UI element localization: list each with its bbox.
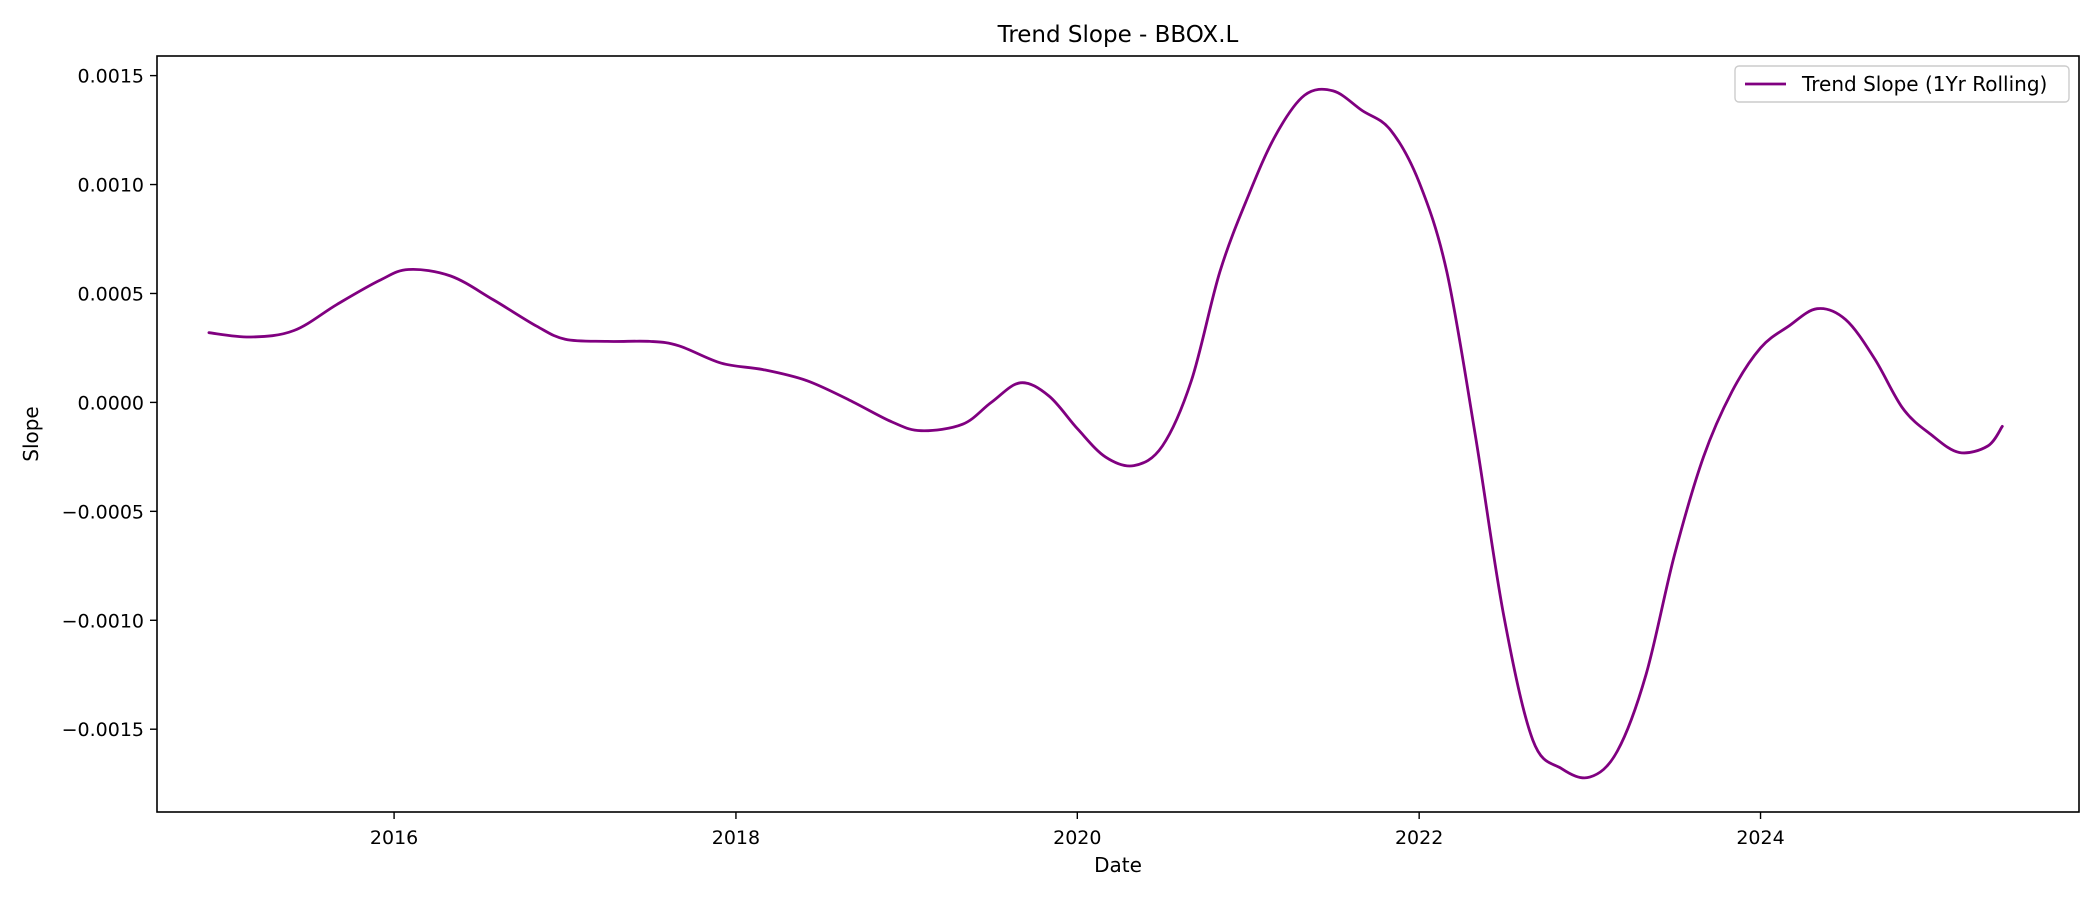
y-tick-label: 0.0010	[78, 175, 144, 197]
y-tick-label: −0.0015	[62, 719, 144, 741]
y-tick-label: −0.0010	[62, 610, 144, 632]
x-tick-label: 2024	[1736, 827, 1784, 849]
y-axis-ticks: 0.0015 0.0010 0.0005 0.0000 −0.0005 −0.0010 −0…	[62, 66, 157, 741]
y-tick-label: −0.0005	[62, 501, 144, 523]
series-line-trend-slope	[207, 87, 2004, 780]
legend-box	[1734, 65, 2070, 103]
legend-entry-label: Trend Slope (1Yr Rolling)	[1801, 72, 2047, 96]
x-axis-ticks: 2016 2018 2020 2022 2024	[370, 812, 1785, 849]
x-tick-label: 2018	[712, 827, 760, 849]
x-axis-label: Date	[1094, 853, 1142, 877]
x-tick-label: 2022	[1395, 827, 1443, 849]
x-tick-label: 2016	[370, 827, 418, 849]
y-tick-label: 0.0015	[78, 66, 144, 88]
legend: Trend Slope (1Yr Rolling)	[1734, 65, 2070, 103]
y-axis-label: Slope	[19, 406, 43, 462]
chart-title: Trend Slope - BBOX.L	[997, 22, 1239, 48]
y-tick-label: 0.0000	[78, 392, 144, 414]
y-tick-label: 0.0005	[78, 283, 144, 305]
plot-area	[156, 55, 2080, 813]
plot-frame	[156, 55, 2080, 813]
x-tick-label: 2020	[1053, 827, 1101, 849]
